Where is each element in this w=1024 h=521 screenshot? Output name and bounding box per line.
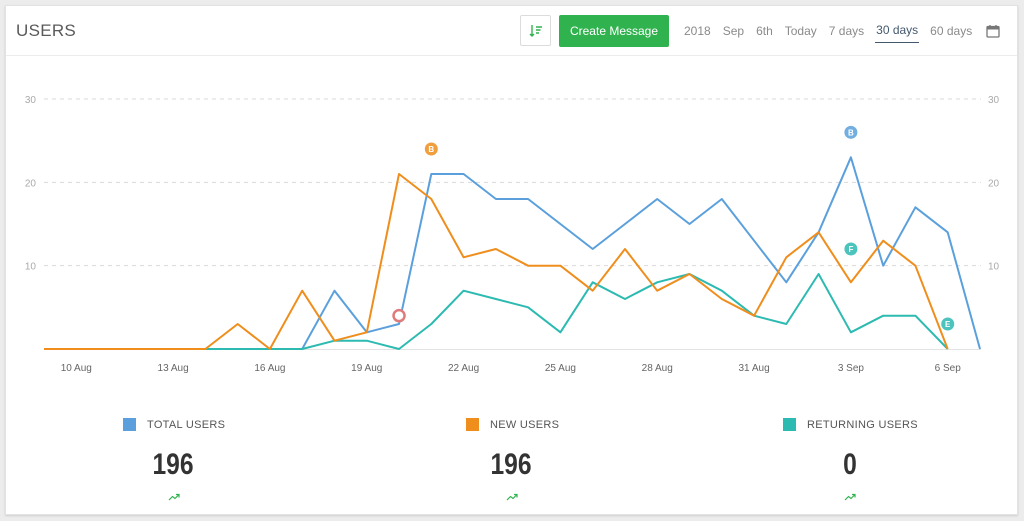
annotation-marker <box>844 242 858 256</box>
legend-total-users: TOTAL USERS <box>123 418 225 431</box>
series-line-total-users <box>44 156 981 350</box>
x-tick-label: 10 Aug <box>61 363 92 374</box>
x-tick-label: 22 Aug <box>448 363 479 374</box>
legend-swatch-total <box>123 418 136 431</box>
sort-icon <box>529 24 542 37</box>
legend-swatch-returning <box>783 418 796 431</box>
trend-up-icon <box>506 493 518 501</box>
trend-up-icon <box>844 493 856 501</box>
period-7-days[interactable]: 7 days <box>828 23 865 38</box>
period-60-days[interactable]: 60 days <box>930 23 973 38</box>
x-tick-label: 28 Aug <box>642 363 673 374</box>
x-tick-label: 13 Aug <box>158 363 189 374</box>
y-tick-label-left: 10 <box>25 262 37 273</box>
legend-label-returning: RETURNING USERS <box>807 418 918 431</box>
annotation-marker <box>424 142 438 156</box>
annotation-label: E <box>945 320 951 329</box>
annotation-marker <box>941 317 955 331</box>
y-tick-label-right: 30 <box>988 95 1000 106</box>
trend-up-icon <box>168 493 180 501</box>
create-message-button[interactable]: Create Message <box>559 15 669 47</box>
y-tick-label-left: 20 <box>25 178 37 189</box>
period-sep[interactable]: Sep <box>722 23 745 38</box>
annotation-label: F <box>848 245 853 254</box>
card-title: USERS <box>16 21 77 40</box>
users-card: USERS Create Message 2018 Sep 6th Today … <box>5 5 1018 515</box>
period-6th[interactable]: 6th <box>756 23 773 38</box>
series-line-returning-users <box>44 273 949 350</box>
legend-returning-users: RETURNING USERS <box>783 418 918 431</box>
period-today[interactable]: Today <box>784 23 817 38</box>
x-tick-label: 25 Aug <box>545 363 576 374</box>
x-tick-label: 19 Aug <box>351 363 382 374</box>
period-2018[interactable]: 2018 <box>684 23 711 38</box>
x-tick-label: 16 Aug <box>254 363 285 374</box>
period-selector: 2018 Sep 6th Today 7 days 30 days 60 day… <box>678 6 978 56</box>
y-tick-label-right: 10 <box>988 262 1000 273</box>
legend-label-new: NEW USERS <box>490 418 560 431</box>
x-tick-label: 31 Aug <box>738 363 769 374</box>
calendar-icon[interactable] <box>986 24 1000 38</box>
period-30-days[interactable]: 30 days <box>875 19 920 43</box>
legend-swatch-new <box>466 418 479 431</box>
y-tick-label-right: 20 <box>988 178 1000 189</box>
sort-button[interactable] <box>520 15 551 46</box>
annotation-label: B <box>848 128 854 137</box>
legend-label-total: TOTAL USERS <box>147 418 226 431</box>
y-tick-label-left: 30 <box>25 95 37 106</box>
x-tick-label: 3 Sep <box>838 363 865 374</box>
annotation-marker <box>392 308 406 323</box>
legend-new-users: NEW USERS <box>466 418 559 431</box>
annotation-marker <box>844 125 858 139</box>
returning-users-value: 0 <box>843 448 857 481</box>
new-users-value: 196 <box>490 448 532 481</box>
series-line-new-users <box>44 173 949 350</box>
card-header: USERS Create Message 2018 Sep 6th Today … <box>6 6 1017 56</box>
users-line-chart: 10 10 20 20 30 30 10 Aug 13 Aug 16 Aug 19 Aug 22 A… <box>25 95 1000 374</box>
total-users-value: 196 <box>152 448 194 481</box>
annotation-label: B <box>428 145 434 154</box>
x-tick-label: 6 Sep <box>935 363 962 374</box>
